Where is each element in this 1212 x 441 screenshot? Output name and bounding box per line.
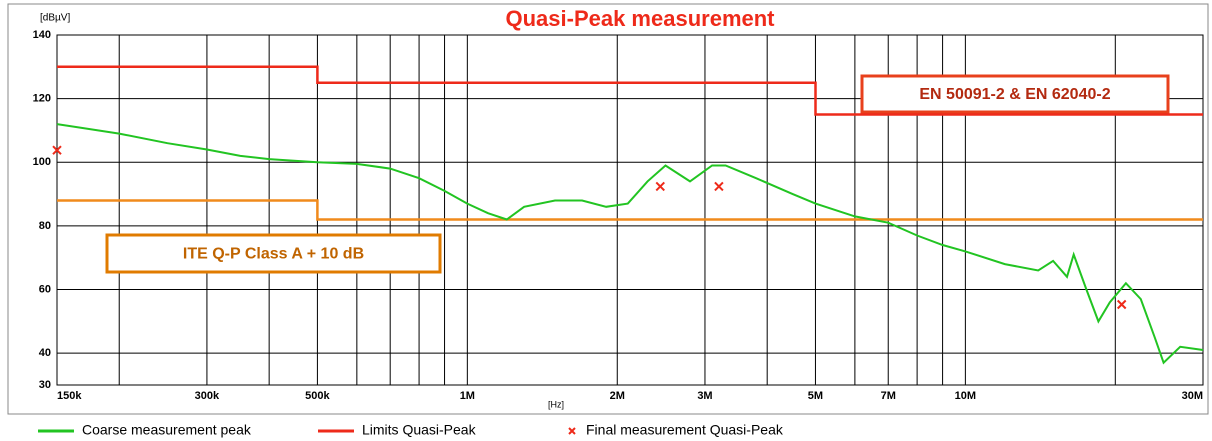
marker (714, 181, 724, 192)
annotation-box (105, 233, 442, 274)
legend-symbol (568, 427, 576, 435)
legend-label: Final measurement Quasi-Peak (586, 422, 784, 438)
x-tick-label: 30M (1182, 390, 1203, 402)
y-tick-label: 40 (39, 347, 51, 359)
annotation-box (860, 74, 1170, 114)
y-tick-label: 30 (39, 379, 51, 391)
legend-label: Limits Quasi-Peak (362, 422, 477, 438)
x-tick-label: 500k (305, 390, 330, 402)
x-tick-label: 300k (195, 390, 220, 402)
y-tick-label: 80 (39, 220, 51, 232)
line (56, 123, 1204, 365)
annotation: ITE Q-P Class A + 10 dB (183, 246, 364, 263)
frame (7, 3, 1209, 415)
legend-label: Coarse measurement peak (82, 422, 252, 438)
x-tick-label: 1M (460, 390, 475, 402)
x-tick-label: 7M (881, 390, 896, 402)
y-tick-label: 60 (39, 283, 51, 295)
y-tick-label: 120 (33, 93, 51, 105)
x-tick-label: 2M (610, 390, 625, 402)
x-tick-label: 5M (808, 390, 823, 402)
y-axis-label: [dBµV] (40, 13, 70, 24)
line (57, 199, 1203, 221)
x-tick-label: 10M (955, 390, 976, 402)
y-tick-label: 140 (33, 29, 51, 41)
marker (52, 145, 62, 155)
line (57, 65, 1203, 116)
x-axis-label: [Hz] (548, 399, 564, 409)
marker (655, 181, 665, 192)
x-tick-label: 150k (57, 390, 82, 402)
y-tick-label: 100 (33, 156, 51, 168)
marker (1116, 299, 1127, 310)
annotation: EN 50091-2 & EN 62040-2 (919, 86, 1110, 103)
x-tick-label: 3M (697, 390, 712, 402)
chart-title: Quasi-Peak measurement (505, 6, 775, 31)
